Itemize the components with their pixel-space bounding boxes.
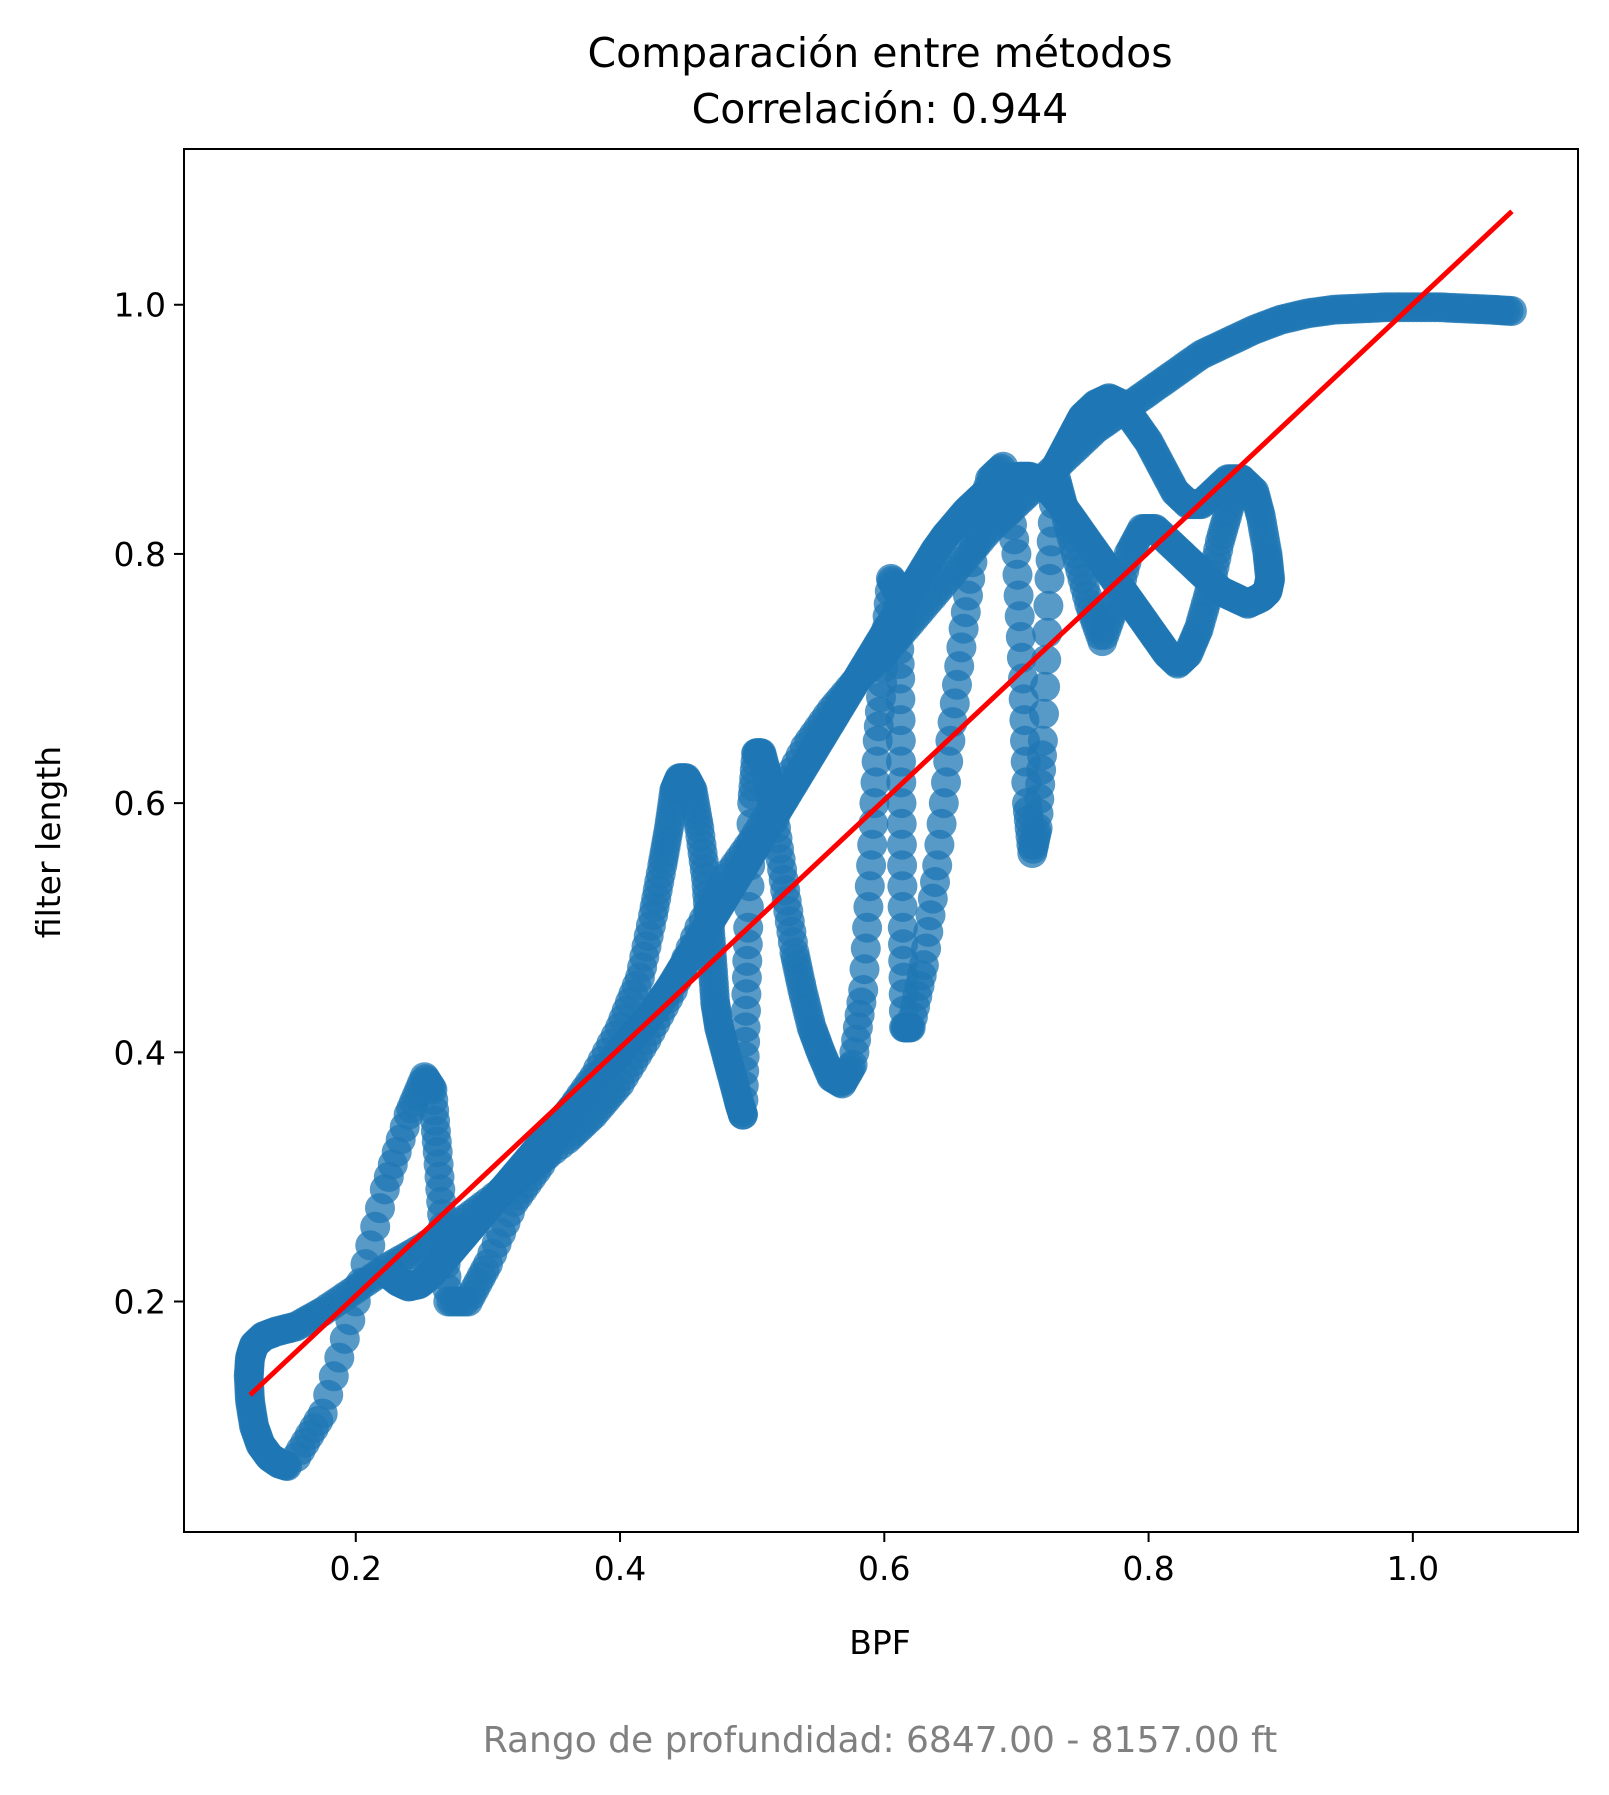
y-tick-label: 0.4: [114, 1033, 166, 1072]
data-point: [1027, 725, 1058, 756]
data-point: [885, 663, 916, 694]
depth-range-footer: Rango de profundidad: 6847.00 - 8157.00 …: [483, 1720, 1277, 1761]
data-point: [885, 725, 916, 756]
data-point: [1033, 590, 1064, 621]
data-point: [1496, 296, 1527, 326]
y-tick-label: 0.8: [114, 535, 166, 574]
x-tick-label: 0.4: [594, 1549, 646, 1588]
trendline-layer: [248, 209, 1514, 1397]
data-point: [885, 705, 916, 736]
plot-frame: [183, 148, 1579, 1533]
data-point: [1029, 698, 1059, 729]
x-axis-label: BPF: [849, 1623, 911, 1662]
x-axis-ticks: 0.2 0.4 0.6 0.8 1.0: [330, 1532, 1439, 1588]
x-tick-label: 0.8: [1122, 1549, 1174, 1588]
y-axis-ticks: 0.2 0.4 0.6 0.8 1.0: [114, 286, 184, 1322]
data-point: [1032, 617, 1063, 648]
data-point: [886, 746, 916, 777]
data-point: [886, 788, 917, 819]
data-point: [887, 871, 918, 902]
chart-title: Comparación entre métodos: [587, 29, 1172, 77]
x-tick-label: 0.2: [330, 1549, 382, 1588]
chart-subtitle: Correlación: 0.944: [692, 85, 1069, 133]
y-tick-label: 0.6: [114, 784, 166, 823]
x-tick-label: 1.0: [1387, 1549, 1439, 1588]
data-point: [885, 684, 916, 715]
y-tick-label: 0.2: [114, 1283, 166, 1322]
y-axis-label: filter length: [29, 746, 68, 938]
data-point: [1030, 671, 1061, 702]
data-point: [886, 829, 917, 860]
x-tick-label: 0.6: [858, 1549, 910, 1588]
data-point: [886, 808, 917, 839]
y-tick-label: 1.0: [114, 286, 166, 325]
data-point: [887, 850, 918, 881]
data-point: [887, 892, 918, 922]
trend-line: [248, 209, 1514, 1397]
scatter-series-4: [373, 461, 1257, 1302]
